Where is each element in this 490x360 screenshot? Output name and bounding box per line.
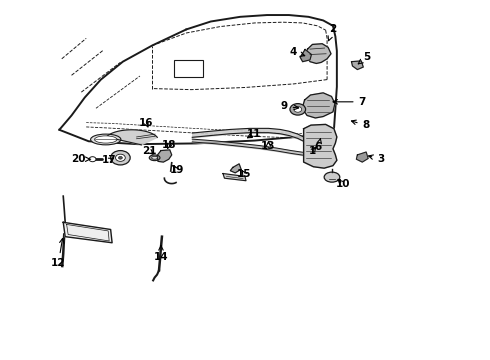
Polygon shape — [106, 130, 157, 145]
Text: 18: 18 — [162, 140, 176, 150]
Text: 21: 21 — [143, 146, 157, 156]
Circle shape — [116, 154, 125, 161]
Circle shape — [111, 150, 130, 165]
Polygon shape — [223, 174, 246, 181]
Text: 11: 11 — [246, 129, 261, 139]
Circle shape — [290, 104, 306, 115]
Text: 12: 12 — [51, 238, 66, 268]
Polygon shape — [230, 164, 241, 173]
Polygon shape — [351, 61, 363, 69]
Text: 15: 15 — [237, 168, 251, 179]
Polygon shape — [307, 44, 331, 63]
Text: 9: 9 — [281, 102, 298, 112]
Text: 3: 3 — [368, 154, 385, 164]
Polygon shape — [304, 125, 337, 168]
Text: 4: 4 — [289, 46, 305, 57]
Text: 16: 16 — [139, 118, 153, 128]
Text: 20: 20 — [71, 154, 91, 164]
Text: 8: 8 — [351, 120, 370, 130]
Text: 19: 19 — [170, 165, 184, 175]
Text: 2: 2 — [328, 24, 337, 41]
Ellipse shape — [91, 134, 121, 145]
Polygon shape — [302, 93, 335, 118]
Polygon shape — [63, 222, 112, 243]
Ellipse shape — [324, 172, 340, 182]
Polygon shape — [300, 49, 312, 62]
Ellipse shape — [152, 156, 158, 159]
Text: 5: 5 — [358, 52, 371, 64]
Circle shape — [119, 156, 122, 159]
Circle shape — [294, 107, 302, 112]
Text: 14: 14 — [154, 246, 168, 262]
Ellipse shape — [95, 136, 117, 143]
Polygon shape — [356, 152, 368, 162]
Text: 6: 6 — [315, 139, 322, 152]
Text: 1: 1 — [309, 146, 316, 156]
Circle shape — [89, 157, 96, 162]
Ellipse shape — [149, 155, 160, 161]
Text: 17: 17 — [102, 155, 117, 165]
Polygon shape — [157, 150, 171, 162]
Bar — [174, 59, 203, 77]
Text: 7: 7 — [333, 97, 366, 107]
Text: 13: 13 — [261, 141, 276, 151]
Text: 10: 10 — [336, 179, 350, 189]
